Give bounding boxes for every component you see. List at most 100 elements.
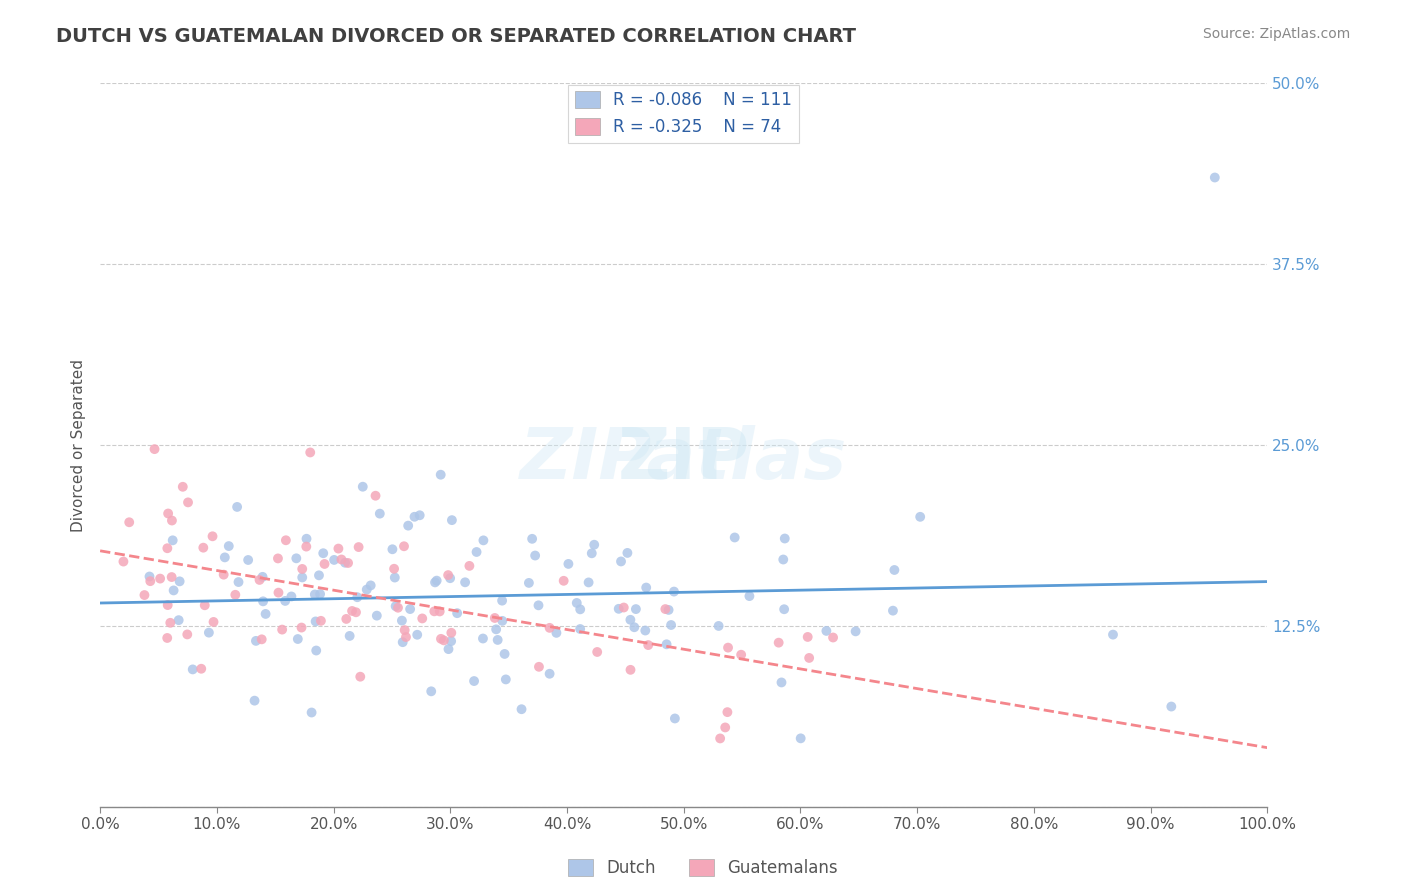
Point <box>314 557 336 571</box>
Point <box>637 638 659 652</box>
Point <box>724 531 747 545</box>
Point <box>613 600 636 615</box>
Point <box>882 604 904 618</box>
Point <box>267 585 290 599</box>
Point <box>565 596 588 610</box>
Point <box>250 632 273 647</box>
Point <box>169 574 191 589</box>
Point <box>773 532 796 546</box>
Point <box>546 625 568 640</box>
Point <box>330 552 353 566</box>
Point <box>252 570 274 584</box>
Point <box>214 550 236 565</box>
Point <box>118 515 141 529</box>
Point <box>176 627 198 641</box>
Point <box>399 602 422 616</box>
Point <box>299 445 322 459</box>
Text: ZIP: ZIP <box>617 425 749 494</box>
Point <box>305 643 328 657</box>
Point <box>524 549 547 563</box>
Point <box>274 533 297 548</box>
Point <box>426 574 449 588</box>
Point <box>654 602 676 616</box>
Point <box>344 605 367 619</box>
Point <box>485 623 508 637</box>
Point <box>409 508 432 523</box>
Point <box>308 568 330 582</box>
Point <box>347 540 370 554</box>
Point <box>352 480 374 494</box>
Point <box>181 662 204 676</box>
Point <box>553 574 575 588</box>
Point <box>634 624 657 638</box>
Point <box>406 628 429 642</box>
Point <box>159 615 181 630</box>
Point <box>491 593 513 607</box>
Point <box>340 604 363 618</box>
Point <box>328 541 350 556</box>
Point <box>285 551 308 566</box>
Point <box>162 583 184 598</box>
Point <box>160 514 183 528</box>
Point <box>619 613 641 627</box>
Point <box>773 602 796 616</box>
Point <box>486 632 509 647</box>
Point <box>404 509 426 524</box>
Point <box>287 632 309 646</box>
Point <box>430 632 453 646</box>
Point <box>138 569 160 583</box>
Point <box>356 582 378 597</box>
Point <box>243 693 266 707</box>
Point <box>1102 627 1125 641</box>
Text: DUTCH VS GUATEMALAN DIVORCED OR SEPARATED CORRELATION CHART: DUTCH VS GUATEMALAN DIVORCED OR SEPARATE… <box>56 27 856 45</box>
Point <box>437 642 460 657</box>
Point <box>411 611 433 625</box>
Point <box>423 575 446 590</box>
Point <box>391 614 413 628</box>
Point <box>770 675 793 690</box>
Point <box>429 604 451 618</box>
Point <box>274 594 297 608</box>
Point <box>437 568 460 582</box>
Point <box>494 647 516 661</box>
Point <box>527 660 550 674</box>
Point <box>510 702 533 716</box>
Point <box>291 570 314 584</box>
Point <box>271 623 294 637</box>
Point <box>228 575 250 590</box>
Point <box>569 602 592 616</box>
Point <box>619 663 641 677</box>
Point <box>139 574 162 589</box>
Point <box>381 542 404 557</box>
Point <box>267 551 290 566</box>
Point <box>484 611 506 625</box>
Point <box>823 631 845 645</box>
Point <box>520 532 543 546</box>
Point <box>309 587 332 601</box>
Point <box>636 581 658 595</box>
Point <box>339 629 361 643</box>
Point <box>583 538 606 552</box>
Point <box>714 721 737 735</box>
Point <box>610 554 633 568</box>
Point <box>799 651 821 665</box>
Point <box>368 507 391 521</box>
Point <box>162 533 184 548</box>
Point <box>659 618 682 632</box>
Point <box>346 591 368 605</box>
Point <box>236 553 259 567</box>
Point <box>226 500 249 514</box>
Point <box>301 706 323 720</box>
Point <box>194 599 217 613</box>
Point <box>768 635 790 649</box>
Point <box>149 572 172 586</box>
Point <box>717 640 740 655</box>
Point <box>569 622 592 636</box>
Point <box>391 635 413 649</box>
Point <box>157 507 180 521</box>
Point <box>156 631 179 645</box>
Point <box>245 633 267 648</box>
Text: ZIPatlas: ZIPatlas <box>520 425 848 494</box>
Point <box>349 670 371 684</box>
Point <box>433 633 456 648</box>
